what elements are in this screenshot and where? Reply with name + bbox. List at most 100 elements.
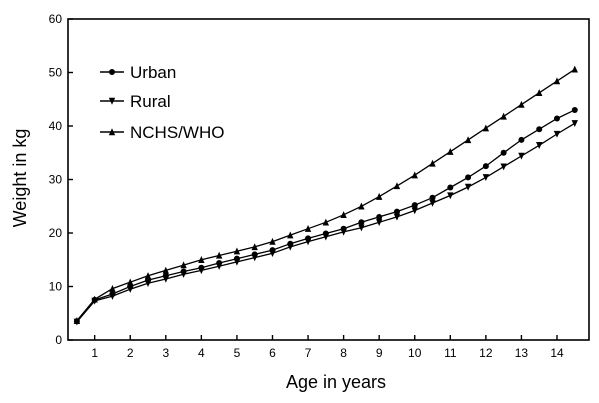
data-point: [269, 237, 276, 245]
data-point: [127, 278, 134, 286]
x-tick-label: 7: [305, 346, 312, 360]
data-point: [464, 136, 472, 144]
series-nchs-who: [73, 65, 578, 324]
x-tick-label: 1: [91, 346, 98, 360]
data-point: [465, 174, 472, 181]
y-tick-label: 10: [49, 280, 63, 294]
legend-marker: [109, 69, 115, 75]
legend-marker: [108, 97, 116, 105]
data-point: [376, 213, 383, 220]
data-point: [482, 124, 490, 132]
data-point: [340, 228, 347, 236]
x-tick-label: 14: [550, 346, 564, 360]
x-tick-label: 4: [198, 346, 205, 360]
x-tick-label: 11: [444, 346, 457, 360]
data-point: [518, 152, 525, 160]
data-point: [322, 233, 330, 241]
data-point: [411, 171, 418, 179]
y-axis-title: Weight in kg: [10, 129, 30, 228]
data-point: [482, 174, 490, 182]
data-point: [109, 284, 116, 292]
data-point: [553, 77, 561, 85]
data-point: [127, 285, 134, 293]
series-layer: [73, 65, 578, 326]
data-point: [393, 182, 401, 190]
y-tick-label: 20: [49, 226, 63, 240]
x-tick-label: 13: [515, 346, 529, 360]
data-point: [393, 208, 400, 215]
data-point: [429, 199, 436, 207]
data-point: [536, 142, 543, 149]
data-point: [571, 106, 578, 113]
data-point: [571, 120, 578, 128]
data-point: [553, 115, 560, 122]
data-point: [500, 163, 507, 171]
data-point: [553, 130, 561, 138]
data-point: [571, 65, 578, 73]
data-point: [429, 194, 436, 201]
legend: Urban Rural NCHS/WHO: [100, 63, 224, 142]
data-point: [180, 261, 187, 269]
x-tick-label: 3: [162, 346, 169, 360]
data-point: [447, 184, 454, 191]
legend-label: NCHS/WHO: [130, 123, 224, 142]
data-point: [518, 100, 525, 108]
legend-label: Urban: [130, 63, 176, 82]
data-point: [304, 238, 312, 246]
data-point: [215, 262, 223, 270]
data-point: [358, 224, 365, 232]
legend-marker: [108, 128, 116, 136]
y-tick-label: 30: [49, 173, 63, 187]
data-point: [411, 207, 418, 215]
y-tick-label: 40: [49, 119, 63, 133]
x-tick-label: 9: [376, 346, 383, 360]
data-point: [144, 272, 152, 279]
data-point: [180, 270, 187, 278]
data-point: [251, 243, 258, 251]
data-point: [233, 247, 241, 255]
data-point: [358, 219, 365, 226]
x-tick-label: 6: [269, 346, 276, 360]
data-point: [73, 317, 81, 324]
x-tick-label: 2: [127, 346, 134, 360]
data-point: [411, 202, 418, 209]
x-axis-title: Age in years: [286, 372, 386, 392]
data-point: [109, 292, 116, 300]
data-point: [198, 267, 205, 275]
data-point: [162, 266, 169, 274]
data-point: [269, 250, 276, 258]
data-point: [251, 254, 258, 262]
data-point: [536, 126, 543, 133]
data-point: [393, 213, 401, 221]
data-point: [91, 295, 98, 303]
data-point: [162, 275, 169, 283]
y-tick-label: 0: [55, 333, 62, 347]
data-point: [375, 192, 383, 200]
legend-label: Rural: [130, 92, 171, 111]
series-rural: [73, 120, 578, 326]
data-point: [340, 211, 347, 219]
data-point: [358, 202, 365, 210]
data-point: [287, 231, 294, 239]
data-point: [536, 89, 543, 97]
data-point: [500, 149, 507, 156]
data-point: [215, 251, 223, 259]
x-tick-label: 12: [479, 346, 493, 360]
data-point: [500, 112, 507, 120]
data-point: [464, 183, 472, 191]
data-point: [287, 243, 294, 251]
data-point: [447, 192, 454, 200]
data-point: [482, 163, 489, 170]
data-point: [375, 219, 383, 226]
data-point: [233, 258, 241, 266]
x-tick-label: 8: [340, 346, 347, 360]
x-tick-label: 5: [234, 346, 241, 360]
data-point: [429, 159, 436, 167]
data-point: [144, 280, 152, 287]
data-point: [447, 147, 454, 155]
y-tick-label: 60: [49, 12, 63, 26]
data-point: [304, 225, 312, 232]
data-point: [518, 136, 525, 143]
